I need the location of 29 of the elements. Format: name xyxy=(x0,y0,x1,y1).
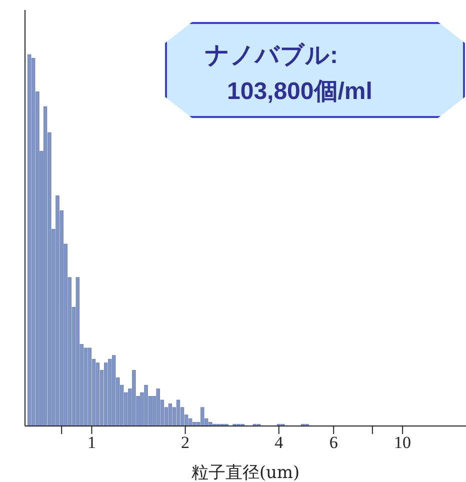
bar xyxy=(156,388,160,426)
annotation: 103,800個/ml xyxy=(226,77,374,107)
bar xyxy=(192,422,196,426)
bar xyxy=(28,54,32,426)
bar xyxy=(43,106,48,426)
bar xyxy=(104,362,108,426)
x-tick-label: 2 xyxy=(181,433,190,452)
x-tick-label: 6 xyxy=(329,433,338,452)
bar xyxy=(200,407,204,426)
x-tick-label: 10 xyxy=(394,433,412,452)
bar xyxy=(132,370,136,426)
x-axis-title: 粒子直径(um) xyxy=(191,463,300,482)
annotation: ナノバブル: xyxy=(205,41,339,71)
bar xyxy=(96,362,100,426)
bar xyxy=(144,384,148,426)
bar xyxy=(84,348,88,426)
bar xyxy=(188,418,192,426)
bar xyxy=(88,348,92,426)
bar xyxy=(108,358,112,426)
bar xyxy=(56,196,60,426)
bar xyxy=(176,400,180,426)
bar xyxy=(112,355,116,426)
bar xyxy=(168,404,172,426)
bar xyxy=(32,58,36,426)
bar xyxy=(208,422,212,426)
bar xyxy=(76,277,80,426)
callout-box: ナノバブル: 103,800個/ml xyxy=(165,22,465,118)
x-tick-label: 4 xyxy=(274,433,284,452)
x-tick-label: 1 xyxy=(87,433,96,452)
